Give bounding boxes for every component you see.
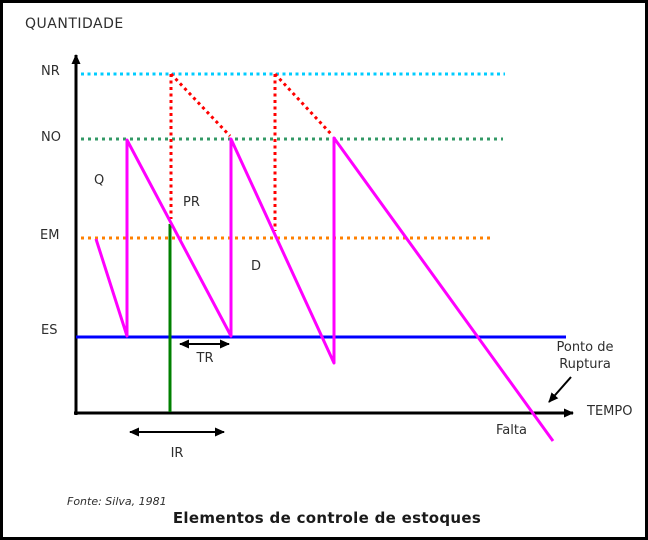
reorder-dotted-diagonal-2 xyxy=(273,72,334,137)
ponto-de-ruptura-label: Ponto de Ruptura xyxy=(538,339,632,373)
nr-level-label: NR xyxy=(41,64,60,79)
reorder-dotted-diagonal-1 xyxy=(169,72,232,138)
x-axis-title: TEMPO xyxy=(587,404,633,419)
falta-annotation-label: Falta xyxy=(496,423,527,438)
ponto-de-ruptura-arrow xyxy=(548,376,572,403)
es-level-label: ES xyxy=(41,323,58,338)
tr-annotation-label: TR xyxy=(196,351,214,366)
ponto-de-ruptura-line1: Ponto de xyxy=(556,340,614,355)
no-level-label: NO xyxy=(41,130,61,145)
pr-annotation-label: PR xyxy=(183,195,200,210)
em-level-label: EM xyxy=(40,228,60,243)
inventory-chart-canvas xyxy=(71,54,574,442)
stock-sawtooth-line xyxy=(94,136,555,442)
ir-annotation-label: IR xyxy=(170,446,184,461)
d-annotation-label: D xyxy=(251,259,262,274)
source-caption: Fonte: Silva, 1981 xyxy=(67,495,167,508)
y-axis-title: QUANTIDADE xyxy=(25,16,124,32)
ponto-de-ruptura-line2: Ruptura xyxy=(559,357,611,372)
figure-title: Elementos de controle de estoques xyxy=(172,509,482,527)
q-annotation-label: Q xyxy=(94,173,105,188)
